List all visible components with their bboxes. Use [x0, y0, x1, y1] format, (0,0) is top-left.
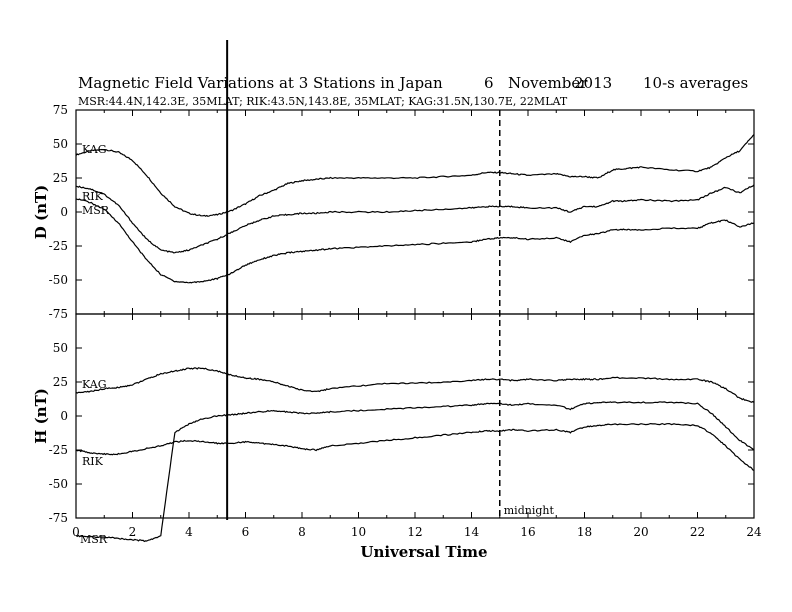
h-ytick-label: -25 [49, 443, 68, 457]
d-series-rik-line [76, 184, 754, 254]
x-tick-label: 20 [633, 525, 648, 539]
d-ytick-label: 25 [53, 171, 68, 185]
d-series-msr-line [76, 198, 754, 284]
h-ytick-label: -50 [49, 477, 68, 491]
d-panel-ylabel: D (nT) [32, 185, 50, 240]
d-series-label-rik: RIK [82, 190, 104, 203]
date-month: November [508, 74, 588, 92]
midnight-label: midnight [504, 504, 555, 517]
d-ytick-label: 50 [53, 137, 68, 151]
h-series-label-rik: RIK [82, 455, 104, 468]
h-ytick-label: 0 [60, 409, 68, 423]
d-ytick-label: 75 [53, 103, 68, 117]
d-ytick-label: -50 [49, 273, 68, 287]
h-ytick-label: 25 [53, 375, 68, 389]
h-ytick-label: -75 [49, 511, 68, 525]
x-axis-title: Universal Time [360, 543, 487, 561]
h-ytick-label: 50 [53, 341, 68, 355]
x-tick-label: 18 [577, 525, 592, 539]
x-tick-label: 4 [185, 525, 193, 539]
h-series-label-msr: MSR [80, 533, 108, 546]
x-tick-label: 14 [464, 525, 480, 539]
x-tick-label: 12 [407, 525, 422, 539]
x-tick-label: 0 [72, 525, 80, 539]
h-panel-frame [75, 313, 755, 519]
d-series-label-kag: KAG [82, 143, 107, 156]
h-series-msr-line [76, 401, 754, 543]
d-ytick-label: 0 [60, 205, 68, 219]
d-ytick-label: -75 [49, 307, 68, 321]
h-series-rik-line [76, 422, 754, 471]
x-tick-label: 6 [242, 525, 250, 539]
date-day: 6 [484, 74, 494, 92]
x-tick-label: 8 [298, 525, 306, 539]
stations-subtitle: MSR:44.4N,142.3E, 35MLAT; RIK:43.5N,143.… [78, 95, 568, 108]
figure-title: Magnetic Field Variations at 3 Stations … [78, 74, 443, 92]
h-series-kag-line [76, 367, 754, 403]
x-tick-label: 22 [690, 525, 705, 539]
d-series-label-msr: MSR [82, 204, 110, 217]
d-ytick-label: -25 [49, 239, 68, 253]
x-tick-label: 2 [129, 525, 137, 539]
averaging-label: 10-s averages [643, 74, 748, 92]
h-panel-ylabel: H (nT) [32, 388, 50, 444]
d-series-kag-line [76, 134, 754, 217]
x-tick-label: 24 [746, 525, 762, 539]
x-tick-label: 10 [351, 525, 366, 539]
date-year: 2013 [574, 74, 612, 92]
x-tick-label: 16 [520, 525, 535, 539]
h-series-label-kag: KAG [82, 378, 107, 391]
d-panel-frame [75, 109, 755, 315]
